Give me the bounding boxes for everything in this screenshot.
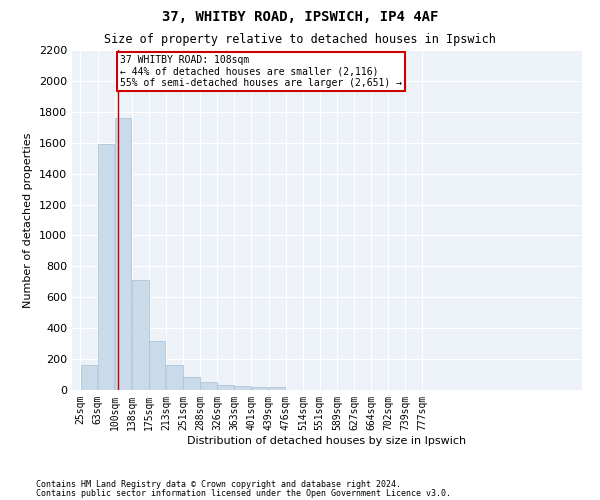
Bar xyxy=(166,366,182,390)
Bar xyxy=(217,384,234,390)
Bar xyxy=(80,366,97,390)
Bar xyxy=(235,386,251,390)
Bar xyxy=(251,387,268,390)
Text: Contains HM Land Registry data © Crown copyright and database right 2024.: Contains HM Land Registry data © Crown c… xyxy=(36,480,401,489)
Y-axis label: Number of detached properties: Number of detached properties xyxy=(23,132,34,308)
Bar xyxy=(184,377,200,390)
Text: 37, WHITBY ROAD, IPSWICH, IP4 4AF: 37, WHITBY ROAD, IPSWICH, IP4 4AF xyxy=(162,10,438,24)
X-axis label: Distribution of detached houses by size in Ipswich: Distribution of detached houses by size … xyxy=(187,436,467,446)
Bar xyxy=(132,280,149,390)
Text: Size of property relative to detached houses in Ipswich: Size of property relative to detached ho… xyxy=(104,32,496,46)
Bar xyxy=(200,382,217,390)
Text: Contains public sector information licensed under the Open Government Licence v3: Contains public sector information licen… xyxy=(36,490,451,498)
Text: 37 WHITBY ROAD: 108sqm
← 44% of detached houses are smaller (2,116)
55% of semi-: 37 WHITBY ROAD: 108sqm ← 44% of detached… xyxy=(120,54,402,88)
Bar xyxy=(115,118,131,390)
Bar xyxy=(98,144,115,390)
Bar xyxy=(269,387,286,390)
Bar xyxy=(149,340,166,390)
